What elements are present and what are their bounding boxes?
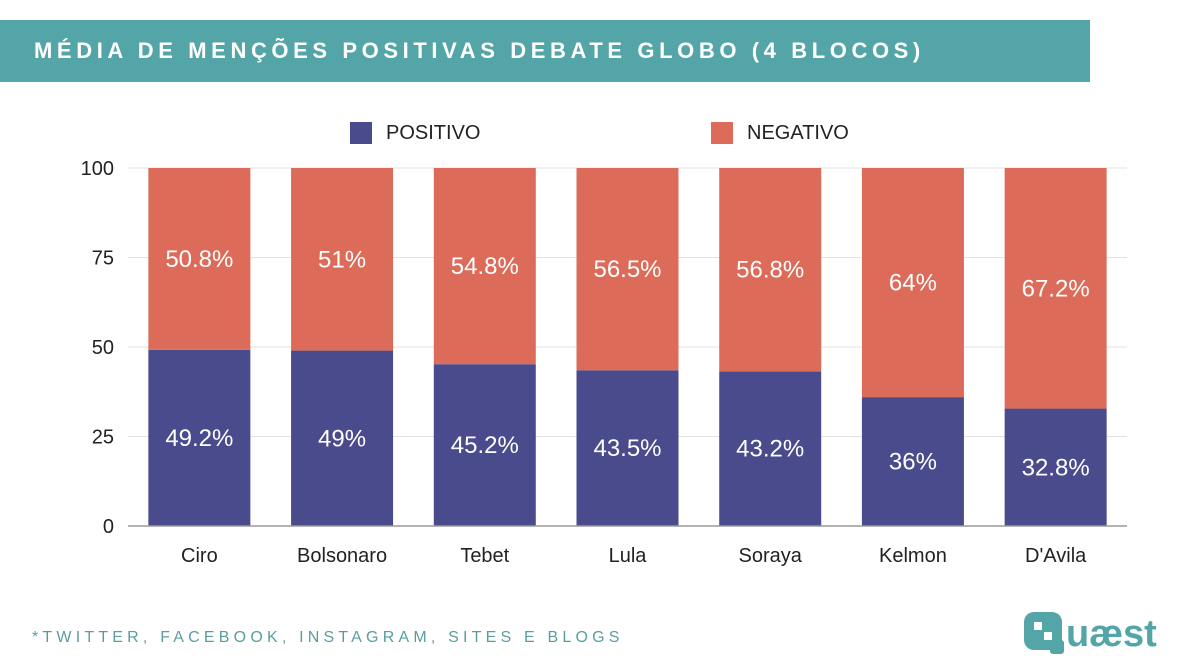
bar-negative [148, 168, 251, 350]
x-tick-label: D'Avila [1025, 545, 1087, 567]
x-tick-label: Tebet [460, 545, 509, 567]
chart-title: MÉDIA DE MENÇÕES POSITIVAS DEBATE GLOBO … [34, 38, 925, 63]
x-tick-label: Kelmon [879, 545, 947, 567]
bar-positive [1004, 408, 1107, 526]
bar-negative [433, 168, 536, 365]
bar-negative [1004, 168, 1107, 409]
legend-swatch-negative [711, 122, 733, 144]
legend-item-negative: NEGATIVO [711, 118, 849, 148]
y-tick-label: 25 [92, 427, 114, 449]
bar-positive [433, 364, 536, 526]
y-tick-label: 100 [81, 158, 114, 180]
legend-swatch-positive [350, 122, 372, 144]
title-banner: MÉDIA DE MENÇÕES POSITIVAS DEBATE GLOBO … [0, 20, 1090, 82]
data-label-negative: 64% [889, 270, 937, 297]
y-tick-label: 0 [103, 516, 114, 538]
legend-label-negative: NEGATIVO [747, 121, 849, 144]
legend-item-positive: POSITIVO [350, 118, 480, 148]
y-tick-label: 50 [92, 337, 114, 359]
legend-label-positive: POSITIVO [386, 121, 481, 144]
bar-positive [291, 350, 394, 526]
bar-positive [861, 397, 964, 526]
x-tick-label: Bolsonaro [297, 545, 387, 567]
data-label-positive: 43.2% [736, 436, 804, 463]
svg-text:uæst: uæst [1066, 613, 1157, 655]
bar-negative [291, 168, 394, 351]
data-label-positive: 45.2% [451, 432, 519, 459]
bar-negative [719, 168, 822, 372]
bar-positive [576, 370, 679, 526]
data-label-negative: 67.2% [1022, 275, 1090, 302]
x-tick-label: Ciro [181, 545, 218, 567]
bar-negative [576, 168, 679, 371]
bar-positive [719, 371, 822, 526]
bar-negative [861, 168, 964, 398]
data-label-negative: 56.5% [593, 256, 661, 283]
quaest-logo: uæst [1024, 612, 1157, 655]
data-label-negative: 54.8% [451, 253, 519, 280]
data-label-negative: 50.8% [165, 246, 233, 273]
data-label-positive: 32.8% [1022, 454, 1090, 481]
x-tick-label: Soraya [739, 545, 803, 567]
data-label-negative: 51% [318, 246, 366, 273]
data-label-positive: 43.5% [593, 435, 661, 462]
data-label-negative: 56.8% [736, 257, 804, 284]
data-label-positive: 49.2% [165, 425, 233, 452]
data-label-positive: 49% [318, 425, 366, 452]
y-tick-label: 75 [92, 248, 114, 270]
chart-legend: POSITIVO NEGATIVO [0, 118, 1200, 148]
data-label-positive: 36% [889, 449, 937, 476]
x-tick-label: Lula [609, 545, 648, 567]
source-footnote: *TWITTER, FACEBOOK, INSTAGRAM, SITES E B… [32, 629, 624, 646]
bar-positive [148, 349, 251, 526]
